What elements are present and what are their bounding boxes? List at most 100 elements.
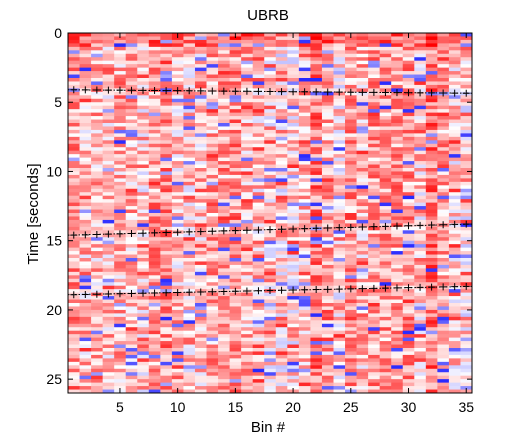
heatmap-cell [68, 74, 80, 79]
heatmap-cell [229, 303, 242, 307]
heatmap-cell [160, 386, 173, 390]
heatmap-cell [68, 36, 80, 41]
heatmap-cell [448, 168, 461, 172]
heatmap-cell [148, 209, 161, 214]
heatmap-cell [252, 67, 265, 72]
heatmap-cell [206, 323, 219, 328]
heatmap-cell [310, 188, 323, 193]
heatmap-cell [460, 133, 473, 138]
heatmap-cell [183, 164, 196, 169]
heatmap-cell [321, 123, 334, 127]
heatmap-cell [91, 157, 104, 162]
heatmap-cell [402, 98, 415, 103]
heatmap-cell [79, 36, 92, 41]
heatmap-cell [241, 365, 254, 370]
heatmap-cell [264, 174, 277, 179]
heatmap-cell [402, 109, 415, 114]
heatmap-cell [114, 81, 127, 86]
event-marker [162, 87, 170, 95]
heatmap-cell [356, 216, 369, 221]
heatmap-cell [298, 233, 311, 238]
heatmap-cell [252, 57, 265, 62]
heatmap-cell [183, 237, 196, 242]
heatmap-cell [460, 81, 473, 86]
heatmap-cell [287, 112, 300, 117]
heatmap-cell [298, 181, 311, 186]
heatmap-cell [448, 46, 461, 51]
heatmap-cell [102, 67, 115, 72]
heatmap-cell [148, 81, 161, 86]
heatmap-cell [391, 140, 404, 145]
heatmap-cell [275, 74, 288, 79]
heatmap-cell [264, 95, 277, 100]
heatmap-cell [368, 237, 381, 242]
heatmap-cell [310, 60, 323, 65]
heatmap-cell [310, 216, 323, 221]
heatmap-cell [379, 43, 392, 48]
heatmap-cell [183, 81, 196, 86]
heatmap-cell [79, 105, 92, 110]
heatmap-cell [379, 57, 392, 62]
heatmap-cell [229, 261, 242, 266]
heatmap-cell [194, 386, 207, 390]
heatmap-cell [356, 67, 369, 72]
heatmap-cell [414, 150, 427, 155]
heatmap-cell [183, 382, 196, 387]
heatmap-cell [91, 39, 104, 44]
heatmap-cell [402, 313, 415, 318]
heatmap-cell [125, 43, 138, 48]
heatmap-cell [252, 237, 265, 242]
heatmap-cell [183, 171, 196, 176]
heatmap-cell [425, 368, 438, 373]
heatmap-cell [148, 348, 161, 352]
heatmap-cell [402, 78, 415, 82]
heatmap-cell [402, 46, 415, 51]
heatmap-cell [218, 258, 230, 262]
heatmap-cell [402, 240, 415, 245]
heatmap-cell [137, 361, 150, 366]
heatmap-cell [402, 64, 415, 69]
heatmap-cell [171, 50, 184, 55]
heatmap-cell [171, 161, 184, 165]
heatmap-cell [287, 337, 300, 342]
heatmap-cell [125, 358, 138, 363]
heatmap-cell [310, 299, 323, 304]
heatmap-cell [321, 164, 334, 169]
heatmap-cell [448, 264, 461, 269]
heatmap-cell [425, 112, 438, 117]
heatmap-cell [114, 275, 127, 280]
heatmap-cell [171, 247, 184, 252]
heatmap-cell [379, 105, 392, 110]
heatmap-cell [356, 247, 369, 252]
heatmap-cell [148, 320, 161, 325]
heatmap-cell [137, 299, 150, 304]
heatmap-cell [252, 296, 265, 300]
heatmap-cell [275, 219, 288, 224]
heatmap-cell [425, 60, 438, 65]
heatmap-cell [137, 354, 150, 359]
heatmap-cell [298, 303, 311, 307]
heatmap-cell [218, 84, 230, 89]
heatmap-cell [310, 348, 323, 352]
heatmap-cell [68, 192, 80, 197]
heatmap-cell [91, 237, 104, 242]
heatmap-cell [79, 195, 92, 200]
heatmap-cell [321, 60, 334, 65]
heatmap-cell [425, 361, 438, 366]
heatmap-cell [91, 351, 104, 356]
heatmap-cell [345, 247, 357, 252]
heatmap-cell [391, 282, 404, 287]
heatmap-cell [460, 64, 473, 69]
heatmap-cell [102, 341, 115, 345]
heatmap-cell [252, 382, 265, 387]
heatmap-cell [264, 303, 277, 307]
heatmap-cell [368, 136, 381, 141]
heatmap-cell [241, 219, 254, 224]
heatmap-cell [310, 78, 323, 82]
heatmap-cell [425, 271, 438, 276]
heatmap-cell [229, 254, 242, 259]
heatmap-cell [425, 199, 438, 204]
heatmap-cell [102, 375, 115, 380]
heatmap-cell [264, 268, 277, 273]
heatmap-cell [241, 81, 254, 86]
